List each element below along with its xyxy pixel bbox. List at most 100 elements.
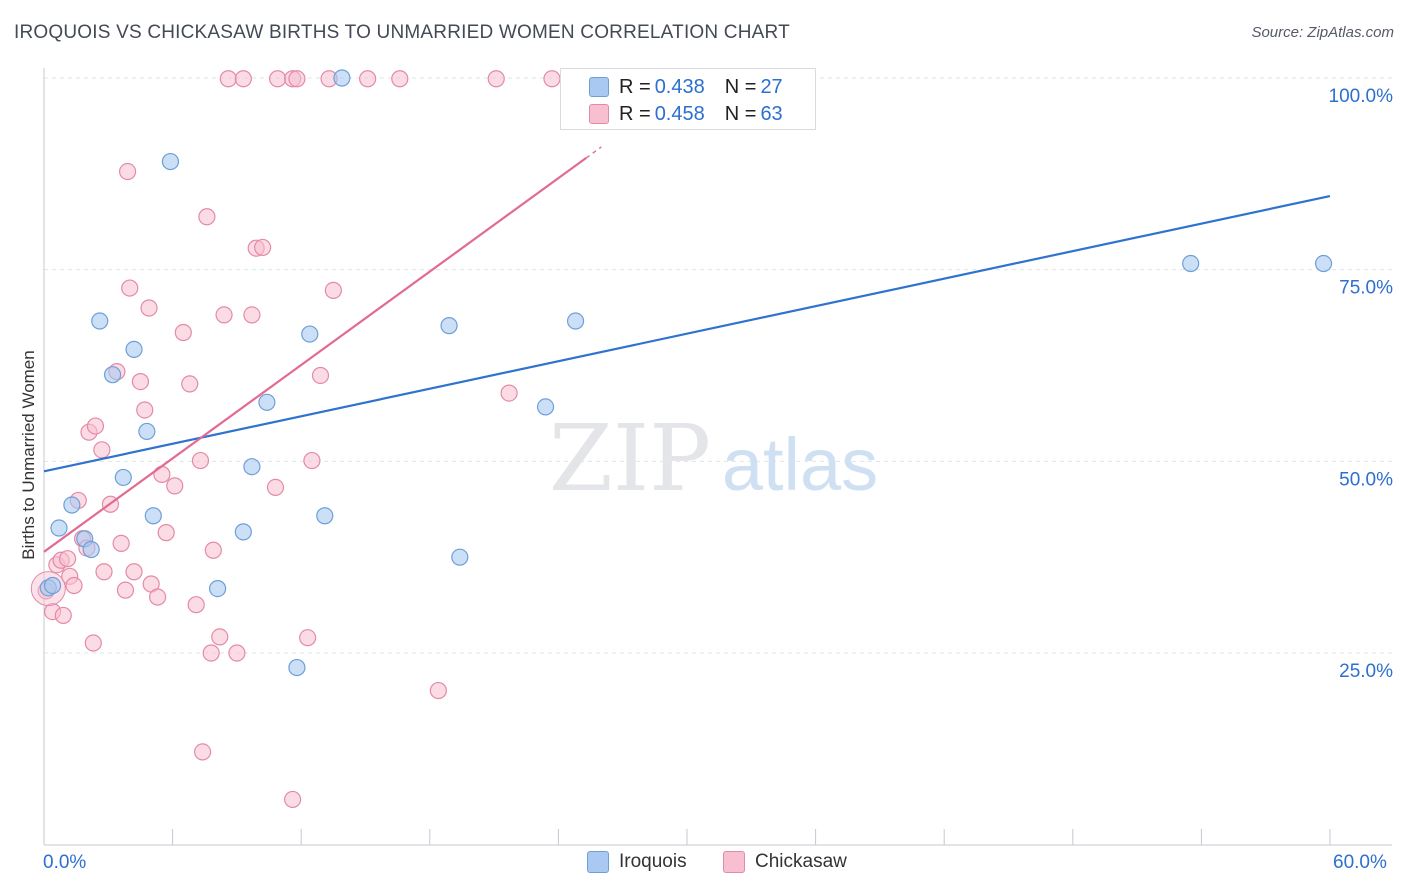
correlation-legend: R = 0.438 N = 27 R = 0.458 N = 63 — [560, 68, 816, 130]
chickasaw-point-28 — [153, 465, 171, 483]
grid-layer — [44, 77, 1392, 654]
chickasaw-point-58 — [487, 70, 505, 88]
chickasaw-point-13 — [86, 417, 105, 435]
iroquois-point-17 — [301, 325, 319, 343]
legend-chickasaw-n-value: 63 — [760, 102, 783, 125]
iroquois-point-18 — [316, 507, 334, 525]
axis-layer — [43, 68, 1392, 846]
chickasaw-point-7 — [65, 576, 83, 595]
iroquois-point-6 — [103, 366, 122, 384]
chickasaw-point-57 — [429, 681, 447, 700]
y-tick-label-50: 50.0% — [1339, 469, 1393, 490]
chickasaw-point-33 — [187, 596, 205, 614]
iroquois-point-2 — [63, 496, 81, 514]
chickasaw-point-52 — [311, 366, 330, 385]
y-tick-label-100: 100.0% — [1329, 86, 1394, 107]
series-legend-chickasaw-label: Chickasaw — [755, 851, 847, 872]
chickasaw-point-61 — [284, 790, 302, 809]
legend-iroquois-r-label: R = — [619, 75, 651, 98]
chickasaw-point-51 — [303, 451, 321, 470]
iroquois-point-11 — [161, 152, 180, 171]
chickasaw-trend-line-extension — [585, 146, 602, 159]
chickasaw-point-21 — [121, 279, 139, 297]
chickasaw-point-5 — [58, 550, 77, 568]
iroquois-point-26 — [43, 576, 62, 595]
chickasaw-swatch — [723, 851, 745, 873]
iroquois-points — [39, 69, 1333, 677]
chickasaw-point-49 — [288, 70, 306, 88]
iroquois-point-12 — [209, 579, 227, 598]
chickasaw-point-55 — [359, 70, 377, 88]
iroquois-point-25 — [1314, 254, 1333, 273]
chickasaw-point-47 — [269, 70, 287, 88]
chickasaw-point-4 — [54, 606, 72, 625]
chickasaw-point-34 — [191, 451, 210, 470]
chickasaw-point-22 — [125, 563, 143, 581]
chickasaw-point-54 — [324, 281, 342, 299]
chickasaw-point-29 — [157, 524, 175, 542]
chickasaw-point-40 — [219, 70, 237, 88]
legend-row-iroquois: R = 0.438 N = 27 — [619, 75, 783, 99]
chickasaw-point-41 — [228, 644, 246, 662]
y-axis-labels: 25.0% 50.0% 75.0% 100.0% — [1329, 86, 1394, 682]
y-tick-label-25: 25.0% — [1339, 661, 1393, 682]
series-legend-chickasaw[interactable]: Chickasaw — [723, 851, 847, 873]
chickasaw-point-60 — [543, 70, 561, 88]
iroquois-point-20 — [440, 317, 458, 335]
chickasaw-point-12 — [84, 634, 102, 652]
chickasaw-trend-line — [43, 157, 587, 553]
chickasaw-point-30 — [166, 477, 184, 495]
iroquois-point-15 — [258, 393, 276, 411]
chickasaw-point-59 — [500, 384, 518, 402]
watermark-zip: ZIP — [549, 405, 711, 512]
iroquois-point-7 — [114, 468, 132, 487]
chickasaw-point-25 — [140, 299, 158, 317]
chickasaw-point-24 — [136, 401, 154, 419]
legend-chickasaw-r-label: R = — [619, 102, 651, 125]
chickasaw-point-37 — [204, 541, 222, 559]
x-tick-label-min: 0.0% — [43, 852, 87, 873]
chickasaw-point-15 — [95, 563, 113, 581]
x-tick-label-max: 60.0% — [1333, 852, 1387, 873]
chickasaw-point-23 — [131, 373, 150, 391]
iroquois-trend-line — [43, 194, 1331, 473]
legend-chickasaw-n-label: N = — [724, 102, 757, 125]
series-legend: Iroquois Chickasaw — [0, 851, 1406, 877]
iroquois-point-1 — [50, 519, 68, 537]
chickasaw-point-43 — [243, 306, 261, 324]
iroquois-point-19 — [333, 69, 351, 87]
chickasaw-point-20 — [118, 162, 137, 181]
iroquois-point-10 — [144, 507, 162, 525]
legend-chickasaw-r-value: 0.458 — [654, 102, 705, 125]
chickasaw-point-42 — [234, 70, 252, 88]
iroquois-point-22 — [536, 398, 555, 416]
chickasaw-point-14 — [93, 441, 111, 459]
iroquois-point-8 — [125, 340, 143, 358]
iroquois-point-14 — [243, 458, 261, 476]
iroquois-point-4 — [82, 540, 100, 559]
series-legend-iroquois[interactable]: Iroquois — [587, 851, 687, 873]
legend-iroquois-n-value: 27 — [760, 75, 783, 98]
iroquois-point-16 — [288, 658, 306, 677]
legend-iroquois-n-label: N = — [724, 75, 757, 98]
chickasaw-point-36 — [202, 644, 220, 662]
iroquois-point-21 — [451, 548, 469, 566]
chickasaw-point-31 — [174, 323, 192, 342]
chickasaw-point-18 — [112, 534, 130, 552]
legend-iroquois-swatch — [589, 77, 609, 97]
chickasaw-point-56 — [391, 70, 409, 88]
iroquois-point-23 — [566, 312, 585, 330]
legend-chickasaw-swatch — [589, 104, 609, 124]
iroquois-point-5 — [91, 312, 109, 330]
chickasaw-point-19 — [116, 581, 135, 599]
chickasaw-point-39 — [215, 306, 233, 324]
chickasaw-points — [30, 70, 561, 809]
iroquois-point-24 — [1182, 254, 1200, 273]
y-axis-title: Births to Unmarried Women — [19, 350, 38, 559]
chart-source: Source: ZipAtlas.com — [1251, 24, 1394, 41]
watermark: ZIP atlas — [549, 405, 878, 512]
chickasaw-point-46 — [266, 478, 285, 496]
legend-row-chickasaw: R = 0.458 N = 63 — [619, 102, 783, 126]
chickasaw-point-27 — [148, 588, 167, 606]
